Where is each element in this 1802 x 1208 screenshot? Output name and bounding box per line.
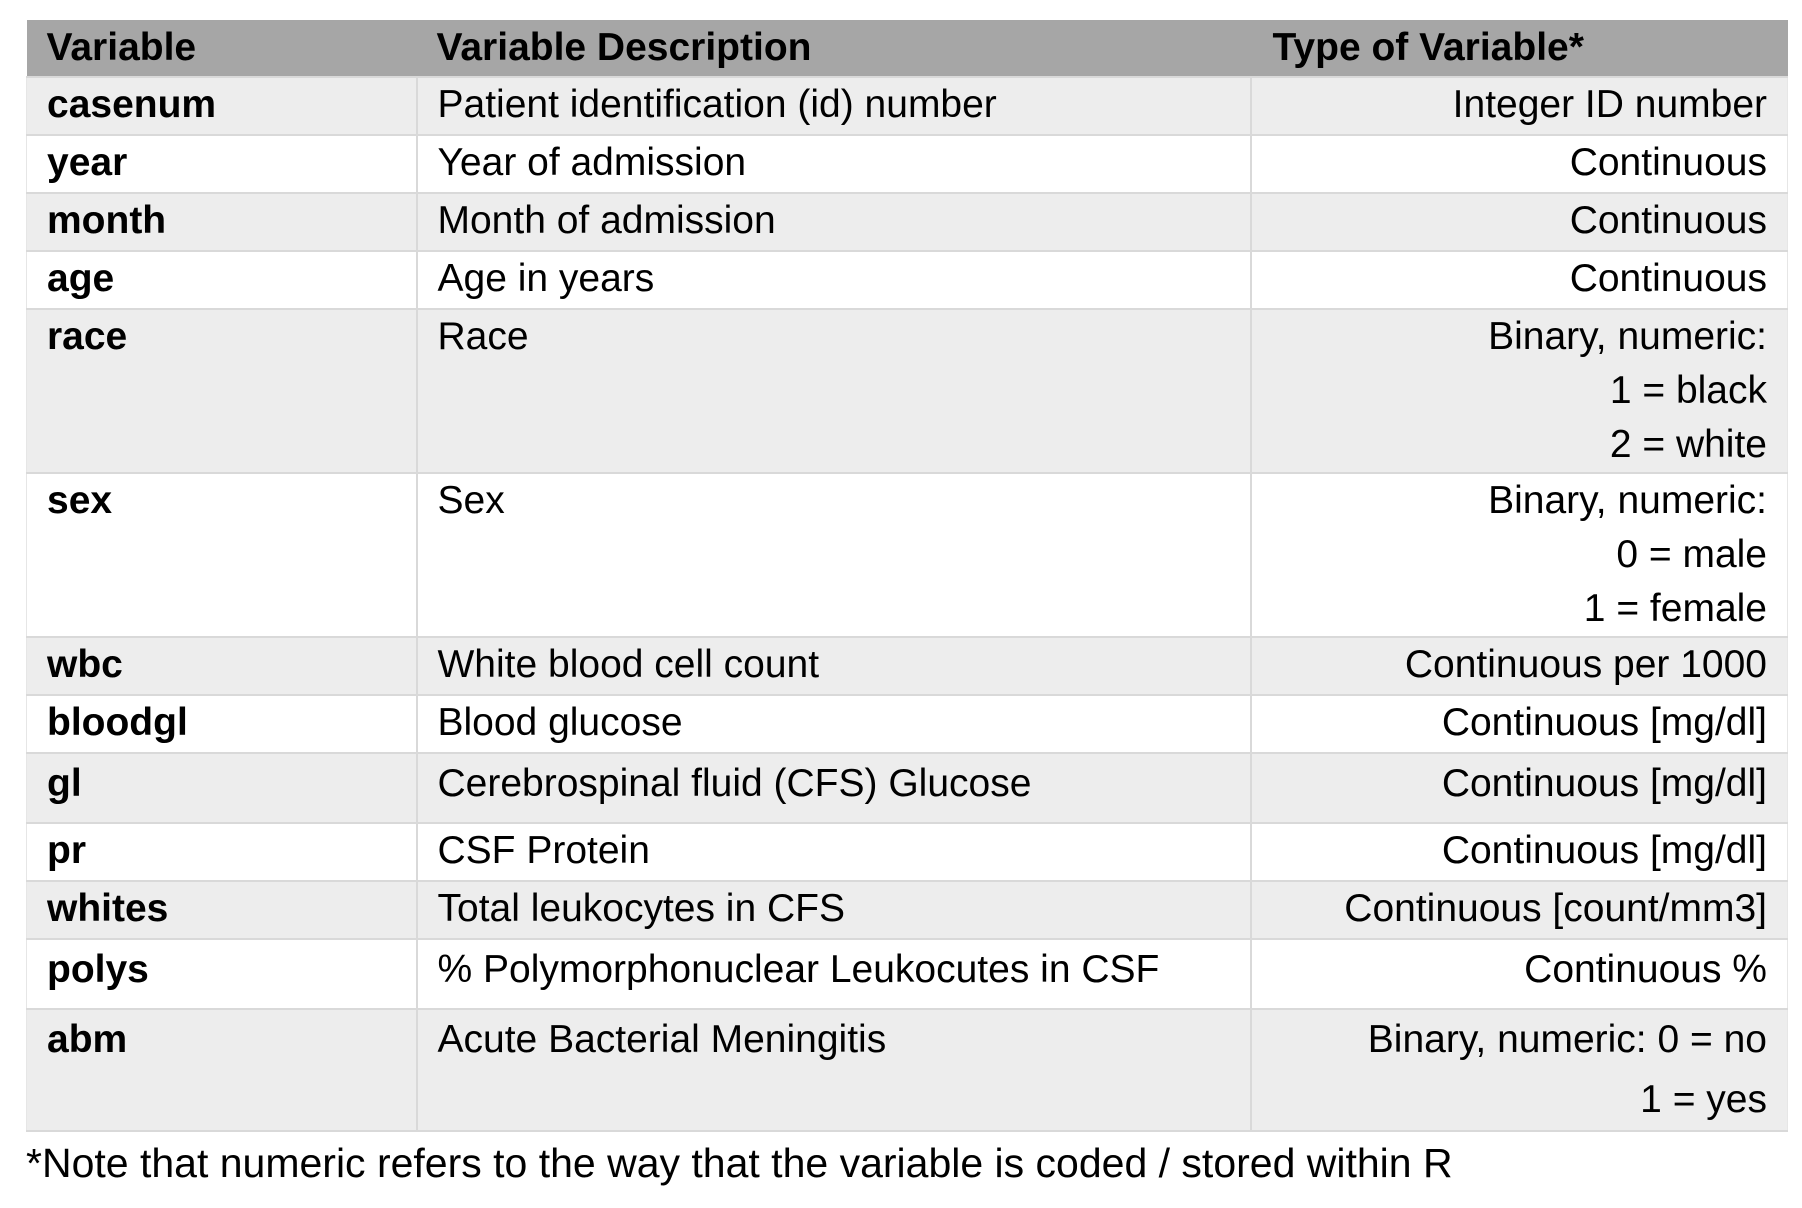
header-type: Type of Variable* (1250, 20, 1788, 78)
variable-type-cell: Continuous % (1249, 938, 1788, 1010)
variable-description-cell: Cerebrospinal fluid (CFS) Glucose (415, 752, 1252, 824)
variable-type-line: Continuous % (1524, 948, 1767, 991)
variable-type-line: Continuous (1569, 257, 1767, 300)
variable-name-cell: polys (26, 938, 418, 1010)
variable-type-line: Continuous [mg/dl] (1441, 762, 1767, 805)
variable-type-cell: Continuous (1249, 250, 1788, 310)
table-row: pr CSF Protein Continuous [mg/dl] (26, 822, 1788, 882)
variable-type-cell: Continuous [mg/dl] (1249, 822, 1788, 882)
variable-description-cell: Total leukocytes in CFS (415, 880, 1252, 940)
table-header-row: Variable Variable Description Type of Va… (26, 20, 1788, 78)
variable-description-cell: Month of admission (415, 192, 1252, 252)
variable-type-line: 1 = yes (1640, 1078, 1767, 1121)
variable-type-line: Continuous [count/mm3] (1344, 887, 1767, 930)
variable-type-cell: Continuous [mg/dl] (1249, 752, 1788, 824)
variable-name-cell: bloodgl (26, 694, 418, 754)
table-row: race Race Binary, numeric: 1 = black 2 = whi… (26, 308, 1788, 474)
variable-description-cell: Race (415, 308, 1252, 474)
table-row: month Month of admission Continuous (26, 192, 1788, 252)
variable-type-cell: Continuous [mg/dl] (1249, 694, 1788, 754)
variable-type-cell: Binary, numeric: 0 = male 1 = female (1249, 472, 1788, 638)
table-row: gl Cerebrospinal fluid (CFS) Glucose Conti… (26, 752, 1788, 824)
variable-type-line: Binary, numeric: (1488, 315, 1767, 358)
variable-name-cell: casenum (26, 76, 418, 136)
variable-type-cell: Continuous (1249, 134, 1788, 194)
variable-description-cell: Age in years (415, 250, 1252, 310)
variable-type-cell: Binary, numeric: 1 = black 2 = white (1249, 308, 1788, 474)
variable-type-line: Continuous (1569, 141, 1767, 184)
variable-type-line: 1 = female (1583, 587, 1767, 630)
variable-type-cell: Integer ID number (1249, 76, 1788, 136)
variable-type-line: Continuous [mg/dl] (1441, 829, 1767, 872)
variable-name-cell: wbc (26, 636, 418, 696)
variable-description-cell: Acute Bacterial Meningitis (415, 1008, 1252, 1132)
variable-name-cell: age (26, 250, 418, 310)
table-body: casenum Patient identification (id) numbe… (26, 76, 1788, 1132)
variable-name-cell: pr (26, 822, 418, 882)
table-row: year Year of admission Continuous (26, 134, 1788, 194)
variable-type-line: Continuous [mg/dl] (1441, 701, 1767, 744)
variable-type-line: 1 = black (1609, 369, 1767, 412)
footnote: *Note that numeric refers to the way tha… (26, 1140, 1453, 1186)
variable-description-cell: Sex (415, 472, 1252, 638)
variable-name-cell: year (26, 134, 418, 194)
variable-description-cell: Patient identification (id) number (415, 76, 1252, 136)
variable-type-cell: Continuous (1249, 192, 1788, 252)
document: Variable Variable Description Type of Va… (26, 20, 1788, 1190)
variable-type-line: Continuous per 1000 (1404, 643, 1767, 686)
table-row: bloodgl Blood glucose Continuous [mg/dl] (26, 694, 1788, 754)
variable-type-line: Binary, numeric: (1488, 479, 1767, 522)
variable-type-cell: Continuous [count/mm3] (1249, 880, 1788, 940)
table-row: abm Acute Bacterial Meningitis Binary, num… (26, 1008, 1788, 1132)
header-variable: Variable (26, 20, 417, 78)
variable-type-line: 2 = white (1609, 423, 1767, 466)
variable-type-line: 0 = male (1616, 533, 1767, 576)
variable-type-cell: Binary, numeric: 0 = no 1 = yes (1249, 1008, 1788, 1132)
variable-description-cell: Year of admission (415, 134, 1252, 194)
variable-name-cell: whites (26, 880, 418, 940)
variable-type-cell: Continuous per 1000 (1249, 636, 1788, 696)
table-row: casenum Patient identification (id) numbe… (26, 76, 1788, 136)
variable-name-cell: month (26, 192, 418, 252)
variable-name-cell: abm (26, 1008, 418, 1132)
variables-table: Variable Variable Description Type of Va… (26, 20, 1788, 1132)
variable-type-line: Integer ID number (1452, 83, 1767, 126)
table-row: sex Sex Binary, numeric: 0 = male 1 = female (26, 472, 1788, 638)
variable-description-cell: % Polymorphonuclear Leukocutes in CSF (415, 938, 1252, 1010)
variable-type-line: Continuous (1569, 199, 1767, 242)
variable-name-cell: gl (26, 752, 418, 824)
table-row: polys% Polymorphonuclear Leukocutes in C… (26, 938, 1788, 1010)
table-row: whites Total leukocytes in CFS Continuous … (26, 880, 1788, 940)
variable-name-cell: race (26, 308, 418, 474)
table-row: wbc White blood cell count Continuous per … (26, 636, 1788, 696)
variable-description-cell: CSF Protein (415, 822, 1252, 882)
variable-name-cell: sex (26, 472, 418, 638)
variable-description-cell: White blood cell count (415, 636, 1252, 696)
header-description: Variable Description (416, 20, 1251, 78)
variable-description-cell: Blood glucose (415, 694, 1252, 754)
table-row: age Age in years Continuous (26, 250, 1788, 310)
variable-type-line: Binary, numeric: 0 = no (1367, 1018, 1767, 1061)
